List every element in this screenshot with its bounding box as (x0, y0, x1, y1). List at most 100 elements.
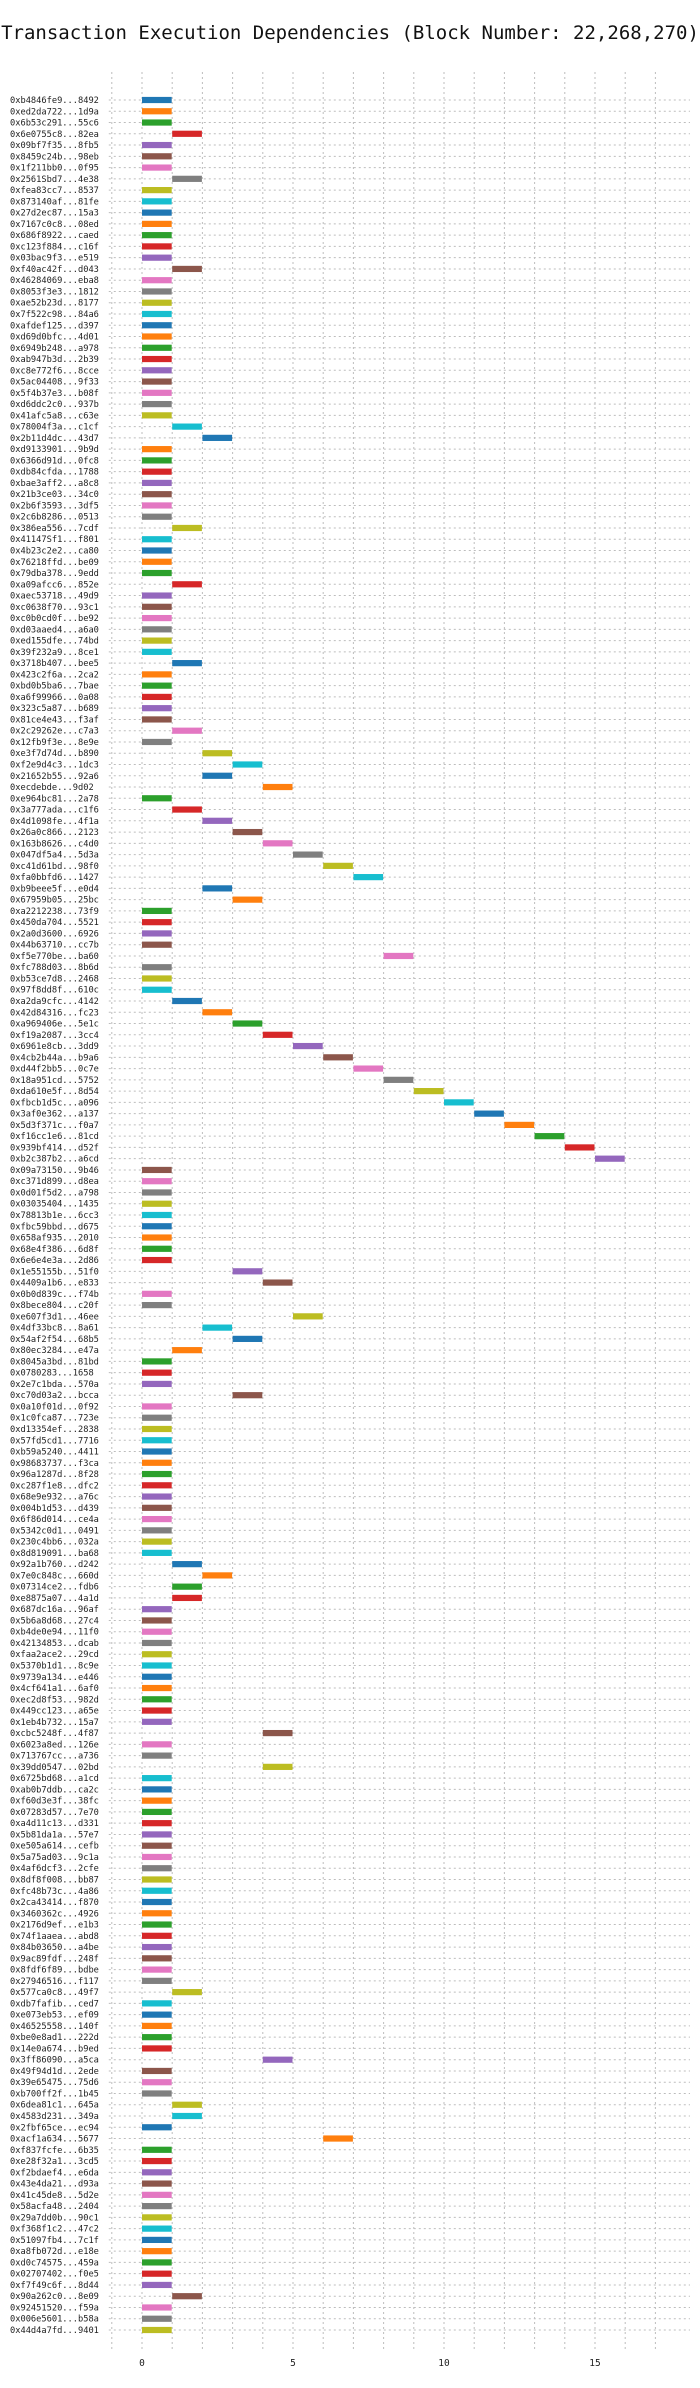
transaction-label: 0x4df33bc8...8a61 (10, 1324, 99, 1334)
transaction-bar (142, 378, 172, 385)
transaction-label: 0x07314ce2...fdb6 (10, 1583, 99, 1593)
transaction-bar (232, 1020, 263, 1027)
transaction-label: 0x4b23c2e2...ca80 (10, 547, 99, 557)
transaction-label: 0x004b1d53...d439 (10, 1504, 99, 1514)
transaction-bar (142, 671, 172, 678)
transaction-label: 0x68e9e932...a76c (10, 1493, 99, 1503)
transaction-bar (142, 2034, 172, 2041)
transaction-label: 0x09bf7f35...8fb5 (10, 141, 99, 151)
transaction-bar (383, 952, 414, 960)
transaction-label: 0xb9beee5f...e0d4 (10, 884, 99, 894)
transaction-label: 0x7e0c848c...660d (10, 1571, 99, 1581)
transaction-bar (142, 254, 172, 261)
transaction-bar (142, 1302, 172, 1309)
transaction-bar (564, 1144, 595, 1151)
transaction-bar (172, 2112, 202, 2120)
transaction-label: 0x8fdf6f89...bdbe (10, 1966, 99, 1976)
transaction-label: 0xa2da9cfc...4142 (10, 997, 99, 1007)
transaction-bar (142, 2248, 172, 2255)
transaction-label: 0x2fbf65ce...ec94 (10, 2123, 99, 2133)
transaction-bar (172, 1594, 202, 1602)
transaction-bar (142, 220, 172, 227)
transaction-label: 0x57fd5cd1...7716 (10, 1436, 99, 1446)
transaction-bar (142, 288, 172, 295)
transaction-label: 0x9ac89fdf...248f (10, 1954, 99, 1964)
transaction-bar (142, 232, 172, 239)
transaction-bar (142, 2169, 172, 2176)
transaction-label: 0x939bf414...d52f (10, 1143, 99, 1153)
transaction-label: 0x5f4b37e3...b08f (10, 389, 99, 399)
transaction-label: 0xd69d0bfc...4d01 (10, 333, 99, 343)
transaction-label: 0x6b53c291...55c6 (10, 119, 99, 129)
transaction-label: 0x230c4bb6...032a (10, 1538, 99, 1548)
transaction-bar (142, 716, 172, 723)
transaction-bar (142, 1786, 172, 1793)
transaction-bar (142, 941, 172, 948)
transaction-label: 0x6023a8ed...126e (10, 1740, 99, 1750)
transaction-label: 0x1eb4b732...15a7 (10, 1718, 99, 1728)
transaction-bar (262, 1763, 293, 1770)
transaction-bar (142, 2000, 172, 2007)
transaction-bar (142, 198, 172, 205)
transaction-label: 0x4583d231...349a (10, 2112, 99, 2122)
transaction-bar (142, 209, 172, 216)
transaction-label: 0x41147Sf1...f801 (10, 535, 99, 545)
transaction-bar (172, 524, 202, 532)
transaction-label: 0xc70d03a2...bcca (10, 1391, 99, 1401)
transaction-label: 0x79dba378...9edd (10, 569, 99, 579)
transaction-label: 0xda610e5f...8d54 (10, 1087, 99, 1097)
transaction-label: 0xab0b7ddb...ca2c (10, 1785, 99, 1795)
transaction-bar (142, 108, 172, 115)
transaction-bar (142, 1470, 172, 1478)
transaction-bar (172, 727, 202, 734)
transaction-label: 0x49f94d1d...2ede (10, 2067, 99, 2077)
transaction-label: 0x07283d57...7e70 (10, 1808, 99, 1818)
transaction-bar (142, 1955, 172, 1962)
x-tick-label: 15 (589, 2358, 600, 2369)
transaction-label: 0x323c5a87...b689 (10, 704, 99, 714)
x-tick-label: 0 (139, 2358, 145, 2369)
transaction-label: 0xf7f49c6f...8d44 (10, 2281, 99, 2291)
transaction-bar (142, 1403, 172, 1410)
transaction-label: 0x2ca43414...f870 (10, 1898, 99, 1908)
transaction-bar (142, 243, 172, 250)
transaction-bar (142, 2045, 172, 2052)
transaction-bar (142, 1797, 172, 1804)
transaction-bar (142, 1887, 172, 1894)
transaction-label: 0xfea83cc7...8537 (10, 186, 99, 196)
transaction-label: 0xb59a5240...4411 (10, 1448, 99, 1458)
transaction-label: 0x76218ffd...be09 (10, 558, 99, 568)
transaction-bar (142, 1493, 172, 1500)
transaction-bar (142, 1200, 172, 1207)
transaction-label: 0x3718b407...bee5 (10, 659, 99, 669)
transaction-bar (142, 2146, 172, 2153)
transaction-label: 0x29a7dd0b...90c1 (10, 2213, 99, 2223)
transaction-bar (142, 1290, 172, 1297)
transaction-label: 0xb4846fe9...8492 (10, 96, 99, 106)
transaction-label: 0x8df8f008...bb87 (10, 1875, 99, 1885)
transaction-label: 0xdb84cfda...1788 (10, 468, 99, 478)
transaction-label: 0xc287f1e8...dfc2 (10, 1481, 99, 1491)
transaction-label: 0xfc48b73c...4a86 (10, 1887, 99, 1897)
transaction-bar (172, 581, 202, 588)
transaction-bar (142, 693, 172, 701)
transaction-bar (142, 2203, 172, 2210)
transaction-label: 0xf19a2087...3cc4 (10, 1031, 99, 1041)
transaction-label: 0x27d2ec87...15a3 (10, 209, 99, 219)
transaction-bar (172, 997, 202, 1005)
transaction-bar (172, 1583, 202, 1590)
transaction-label: 0x4409a1b6...e833 (10, 1279, 99, 1289)
transaction-label: 0xfc788d03...8b6d (10, 963, 99, 973)
transaction-label: 0x81ce4e43...f3af (10, 715, 99, 725)
transaction-bar (293, 851, 323, 858)
transaction-label: 0x39f232a9...8ce1 (10, 648, 99, 658)
transaction-bar (172, 175, 202, 182)
transaction-bar (142, 1515, 172, 1523)
transaction-label: 0x450da704...5521 (10, 918, 99, 928)
transaction-bar (142, 400, 172, 408)
transaction-bar (142, 1437, 172, 1444)
transaction-label: 0x0b0d839c...f74b (10, 1290, 99, 1300)
transaction-label: 0xe964bc81...2a78 (10, 794, 99, 804)
transaction-label: 0x713767cc...a736 (10, 1752, 99, 1762)
transaction-label: 0x658af935...2010 (10, 1234, 99, 1244)
